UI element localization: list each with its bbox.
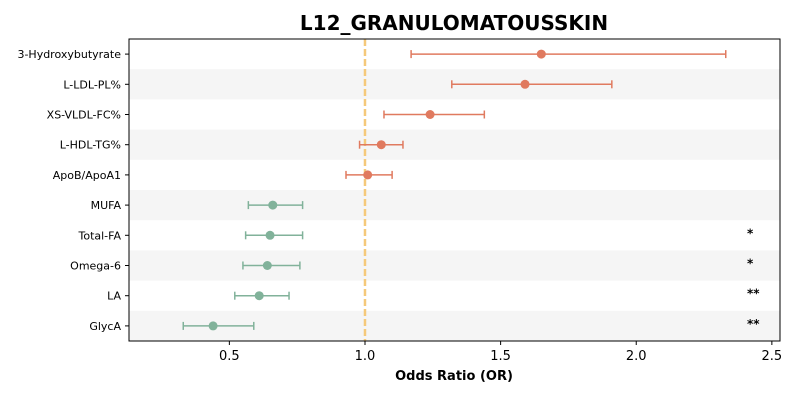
y-tick-label: 3-Hydroxybutyrate — [17, 48, 121, 61]
or-point — [425, 110, 435, 119]
or-point — [363, 170, 373, 180]
y-tick-label: MUFA — [91, 199, 122, 212]
or-point — [268, 200, 278, 210]
or-point — [536, 49, 546, 59]
or-point — [262, 261, 272, 270]
y-tick-label: L-LDL-PL% — [63, 78, 121, 91]
row-stripe — [129, 250, 780, 281]
y-tick-label: Omega-6 — [70, 260, 121, 273]
row-stripes — [129, 69, 780, 341]
x-tick-label: 2.5 — [762, 349, 783, 364]
y-tick-label: XS-VLDL-FC% — [47, 109, 121, 122]
significance-label: * — [747, 226, 754, 240]
plot-frame — [128, 38, 781, 342]
x-tick-label: 0.5 — [219, 349, 240, 364]
y-axis: 3-Hydroxybutyrate L-LDL-PL% XS-VLDL-FC% L-H… — [17, 48, 129, 333]
data-marks: ****** — [182, 49, 760, 331]
or-point — [520, 79, 530, 89]
or-point — [265, 230, 275, 240]
x-axis-label: Odds Ratio (OR) — [395, 369, 513, 384]
y-tick-label: L-HDL-TG% — [60, 139, 121, 152]
or-point — [208, 321, 218, 331]
x-tick-label: 1.0 — [355, 349, 376, 364]
chart-title: L12_GRANULOMATOUSSKIN — [300, 11, 608, 35]
row-stripe — [129, 190, 780, 221]
y-tick-label: Total-FA — [77, 229, 121, 242]
x-tick-label: 1.5 — [490, 349, 511, 364]
x-axis: 0.5 1.0 1.5 2.0 2.5 — [219, 341, 782, 364]
significance-label: ** — [747, 287, 760, 301]
or-point — [254, 291, 264, 301]
significance-label: ** — [747, 317, 760, 331]
y-tick-label: ApoB/ApoA1 — [53, 169, 121, 182]
y-tick-label: LA — [107, 290, 121, 303]
significance-label: * — [747, 257, 754, 271]
or-point — [376, 140, 386, 150]
y-tick-label: GlycA — [89, 320, 121, 333]
row-stripe — [129, 129, 780, 160]
x-tick-label: 2.0 — [626, 349, 647, 364]
